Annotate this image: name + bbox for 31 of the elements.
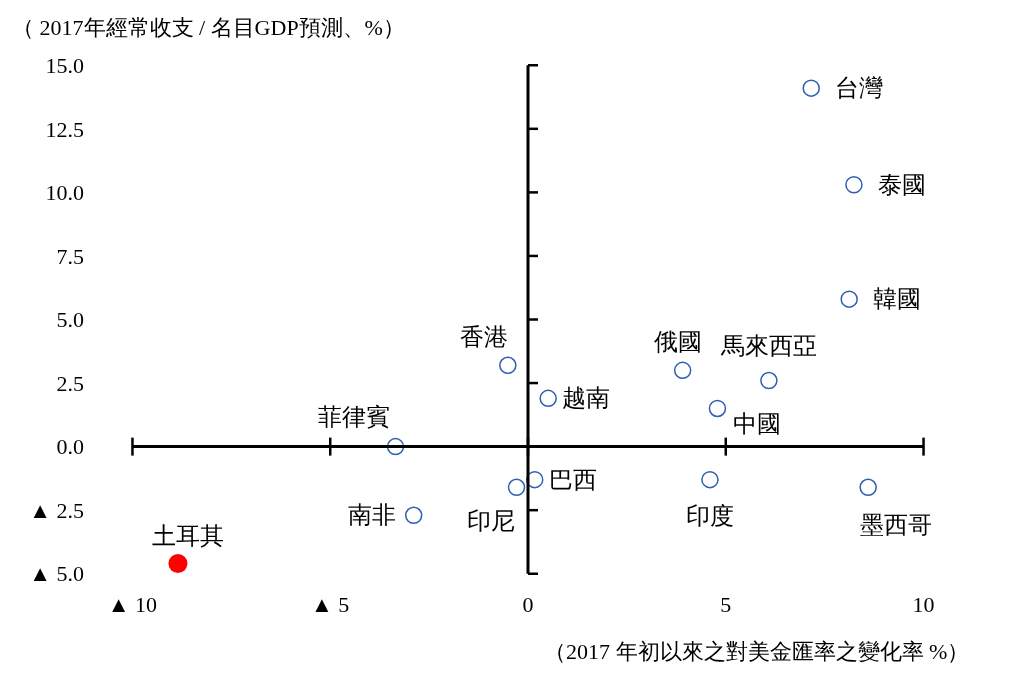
annotation: 印尼	[467, 508, 515, 534]
annotation: 墨西哥	[860, 512, 932, 538]
x-tick-label: 0	[522, 592, 534, 617]
y-axis-title: （ 2017年經常收支 / 名目GDP預測、%）	[12, 15, 405, 40]
y-tick-label: ▲ 5.0	[29, 561, 84, 587]
y-tick-label: 5.0	[56, 307, 84, 333]
x-tick-label: ▲ 5	[311, 592, 350, 617]
annotation: 印度	[686, 503, 734, 529]
x-tick-label: 5	[720, 592, 732, 617]
annotation: 巴西	[549, 467, 597, 493]
annotation: 中國	[733, 411, 781, 437]
y-tick-label: 2.5	[56, 370, 84, 396]
y-tick-label: ▲ 2.5	[29, 497, 84, 523]
annotation: 泰國	[878, 172, 926, 198]
y-tick-label: 7.5	[56, 243, 84, 269]
annotation: 韓國	[873, 286, 921, 312]
annotation: 越南	[562, 385, 610, 411]
x-axis-title: （2017 年初以來之對美金匯率之變化率 %）	[544, 639, 970, 664]
x-tick-label: 10	[912, 592, 935, 617]
y-tick-label: 0.0	[56, 434, 84, 460]
y-tick-label: 15.0	[45, 52, 84, 78]
annotation: 南非	[348, 502, 396, 528]
annotation: 菲律賓	[318, 404, 390, 430]
annotation: 馬來西亞	[720, 333, 817, 359]
annotation: 俄國	[654, 329, 702, 355]
y-tick-label: 10.0	[45, 180, 84, 206]
y-tick-label: 12.5	[45, 116, 84, 142]
annotation: 土耳其	[152, 523, 224, 549]
annotation: 台灣	[835, 75, 883, 101]
x-tick-label: ▲ 10	[107, 592, 158, 617]
annotation: 香港	[460, 324, 508, 350]
